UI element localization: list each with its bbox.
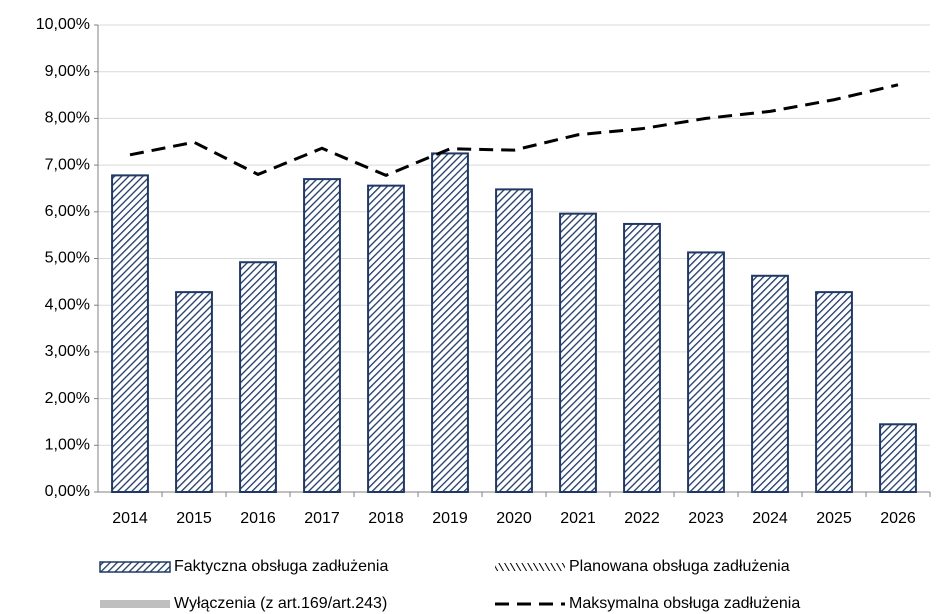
y-tick-label: 10,00% xyxy=(36,16,90,33)
bar xyxy=(687,251,725,493)
y-tick-label: 6,00% xyxy=(45,203,90,220)
x-tick-label: 2026 xyxy=(880,510,916,527)
y-tick-label: 2,00% xyxy=(45,390,90,407)
legend-label: Faktyczna obsługa zadłużenia xyxy=(174,558,388,575)
y-tick-label: 7,00% xyxy=(45,156,90,173)
bar xyxy=(431,152,469,494)
x-tick-label: 2025 xyxy=(816,510,852,527)
line xyxy=(129,83,899,178)
x-tick-label: 2019 xyxy=(432,510,468,527)
x-tick-label: 2023 xyxy=(688,510,724,527)
bar xyxy=(559,212,597,493)
x-tick-label: 2017 xyxy=(304,510,340,527)
bar xyxy=(623,222,661,494)
legend-label: Wyłączenia (z art.169/art.243) xyxy=(174,595,387,612)
bar xyxy=(495,188,533,493)
bar xyxy=(303,178,341,494)
bar xyxy=(815,291,853,493)
legend-label: Planowana obsługa zadłużenia xyxy=(569,558,790,575)
x-tick-label: 2020 xyxy=(496,510,532,527)
x-tick-label: 2021 xyxy=(560,510,596,527)
y-tick-label: 0,00% xyxy=(45,483,90,500)
y-tick-label: 9,00% xyxy=(45,63,90,80)
y-tick-label: 8,00% xyxy=(45,110,90,127)
legend-symbol xyxy=(99,561,171,573)
y-tick-label: 3,00% xyxy=(45,343,90,360)
y-tick-label: 4,00% xyxy=(45,296,90,313)
legend-label: Maksymalna obsługa zadłużenia xyxy=(569,595,800,612)
legend-symbol xyxy=(495,563,565,571)
bar xyxy=(751,274,789,493)
y-tick-label: 5,00% xyxy=(45,250,90,267)
bar xyxy=(175,291,213,493)
x-tick-label: 2018 xyxy=(368,510,404,527)
x-tick-label: 2016 xyxy=(240,510,276,527)
y-tick-label: 1,00% xyxy=(45,437,90,454)
legend-symbol xyxy=(100,600,170,608)
bar xyxy=(111,174,149,493)
x-tick-label: 2014 xyxy=(112,510,148,527)
bar xyxy=(879,423,917,493)
x-tick-label: 2015 xyxy=(176,510,212,527)
bar xyxy=(239,261,277,493)
x-tick-label: 2022 xyxy=(624,510,660,527)
bar xyxy=(367,184,405,493)
x-tick-label: 2024 xyxy=(752,510,788,527)
